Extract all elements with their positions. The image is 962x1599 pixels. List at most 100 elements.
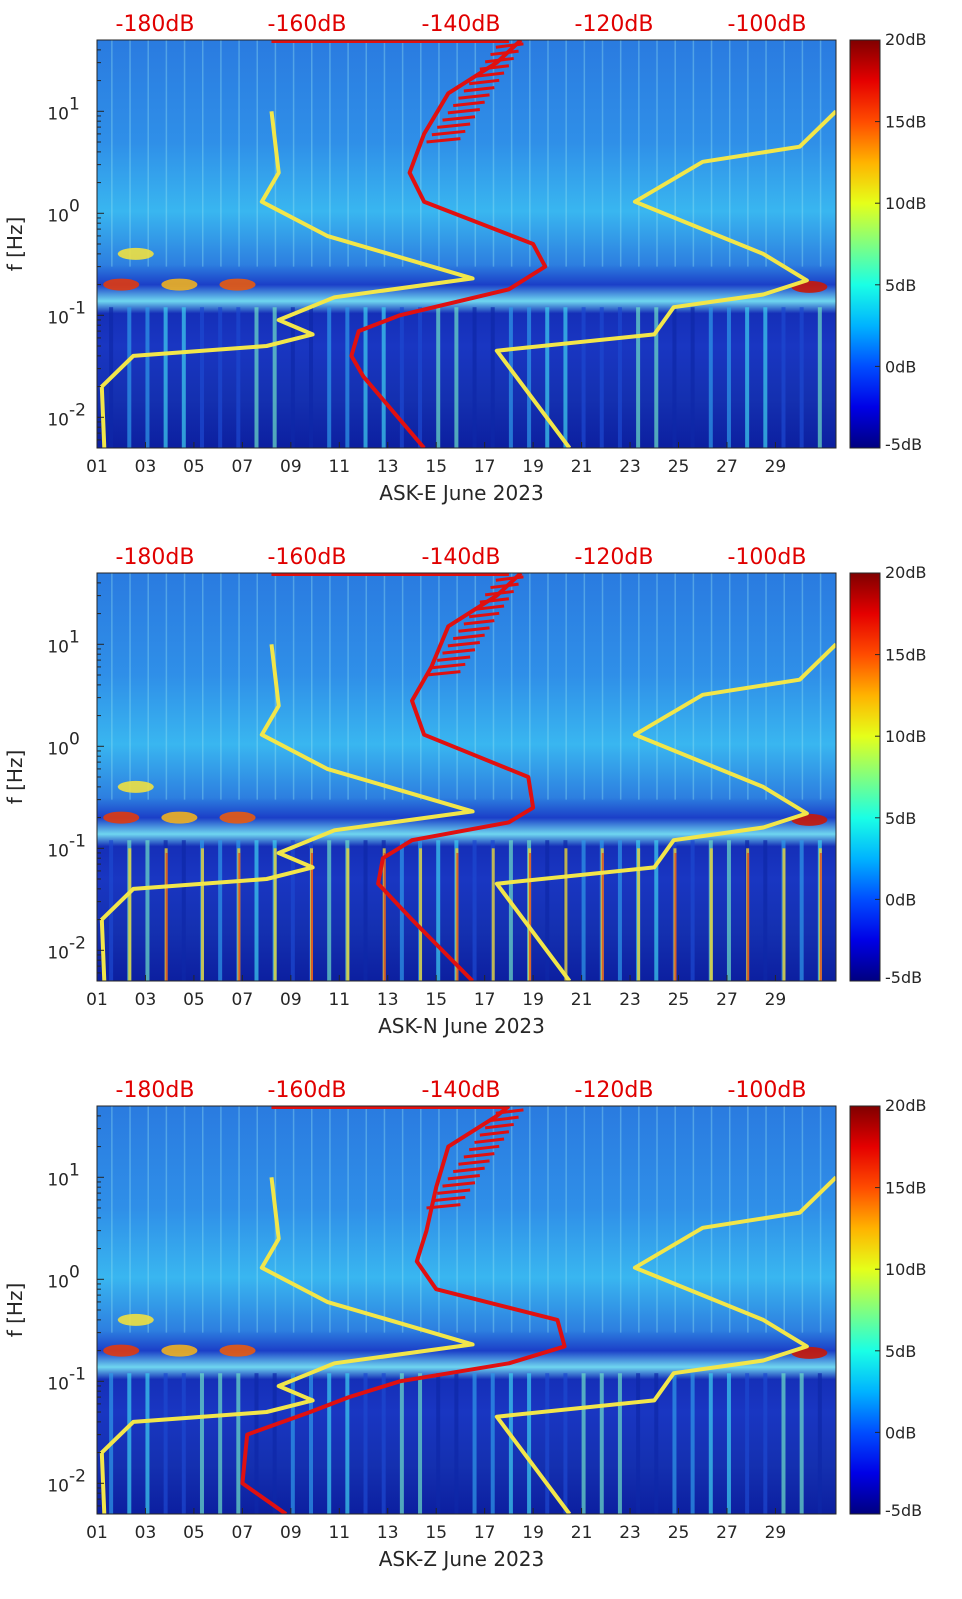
x-tick-label: 29 (765, 990, 787, 1010)
x-tick-label: 25 (668, 1523, 690, 1543)
colorbar-label: 0dB (885, 1423, 916, 1442)
x-tick-label: 29 (765, 457, 787, 477)
top-db-label: -100dB (728, 1078, 807, 1103)
colorbar (849, 572, 881, 982)
median-psd-line (376, 573, 536, 981)
colorbar-label: 0dB (885, 357, 916, 376)
top-db-label: -140dB (422, 545, 501, 570)
spectrogram-background (97, 573, 836, 981)
x-axis-title: ASK-N June 2023 (378, 1014, 545, 1038)
x-tick-label: 01 (86, 990, 108, 1010)
x-tick-label: 23 (619, 990, 641, 1010)
y-tick-label: 10 (47, 1170, 69, 1190)
spectrogram-panel-ask-e: 01 03 05 07 09 11 13 15 17 19 21 23 25 27 29 ASK-E June… (0, 0, 962, 533)
x-tick-label: 11 (328, 1523, 350, 1543)
x-tick-label: 27 (716, 990, 738, 1010)
colorbar-label: 0dB (885, 890, 916, 909)
x-tick-label: 09 (280, 457, 302, 477)
colorbar-label: -5dB (885, 968, 922, 987)
top-db-label: -160dB (268, 545, 347, 570)
colorbar-label: 20dB (885, 30, 927, 49)
y-tick-label: 10 (47, 206, 69, 226)
median-psd-hf-jitter (426, 1108, 524, 1210)
x-tick-label: 11 (328, 990, 350, 1010)
colorbar (849, 39, 881, 449)
x-tick-label: 21 (571, 990, 593, 1010)
y-tick-label: 10 (47, 1272, 69, 1292)
x-tick-label: 01 (86, 1523, 108, 1543)
x-tick-label: 15 (425, 457, 447, 477)
x-tick-label: 05 (183, 1523, 205, 1543)
spectrogram-panel-ask-n: 01 03 05 07 09 11 13 15 17 19 21 23 25 27 29 ASK-N June… (0, 533, 962, 1066)
x-tick-label: 15 (425, 1523, 447, 1543)
top-db-label: -140dB (422, 1078, 501, 1103)
top-db-label: -100dB (728, 12, 807, 37)
spectrogram-plot-area (97, 40, 836, 448)
colorbar-label: 15dB (885, 1179, 927, 1198)
x-tick-label: 03 (135, 1523, 157, 1543)
y-tick-label-exponent: 0 (69, 196, 80, 216)
x-tick-label: 17 (474, 1523, 496, 1543)
y-tick-label-exponent: -1 (69, 1364, 86, 1384)
y-axis-title: f [Hz] (3, 1283, 27, 1338)
colorbar-label: 5dB (885, 276, 916, 295)
y-tick-label-exponent: -1 (69, 831, 86, 851)
y-tick-label: 10 (47, 1476, 69, 1496)
noise-model-low-line (99, 111, 475, 448)
y-tick-label-exponent: -2 (69, 400, 86, 420)
colorbar-label: 5dB (885, 1342, 916, 1361)
y-tick-label: 10 (47, 637, 69, 657)
median-psd-hf-jitter (426, 42, 524, 144)
colorbar (849, 1105, 881, 1515)
x-tick-label: 03 (135, 457, 157, 477)
x-tick-label: 27 (716, 1523, 738, 1543)
y-tick-label: 10 (47, 739, 69, 759)
y-tick-label-exponent: 1 (69, 1160, 80, 1180)
x-tick-label: 21 (571, 457, 593, 477)
x-tick-label: 09 (280, 1523, 302, 1543)
y-tick-label: 10 (47, 104, 69, 124)
spectrogram-panel-ask-z: 01 03 05 07 09 11 13 15 17 19 21 23 25 27 29 ASK-Z June… (0, 1066, 962, 1599)
top-db-label: -140dB (422, 12, 501, 37)
colorbar-label: 15dB (885, 113, 927, 132)
x-tick-label: 29 (765, 1523, 787, 1543)
top-db-label: -100dB (728, 545, 807, 570)
spectrogram-texture (103, 1106, 828, 1514)
y-axis-title: f [Hz] (3, 750, 27, 805)
y-tick-label-exponent: 1 (69, 627, 80, 647)
noise-model-high-line (494, 1175, 836, 1514)
x-tick-label: 09 (280, 990, 302, 1010)
x-tick-label: 23 (619, 1523, 641, 1543)
colorbar-label: -5dB (885, 1501, 922, 1520)
x-tick-label: 19 (522, 990, 544, 1010)
x-tick-label: 13 (377, 990, 399, 1010)
noise-model-high-line (494, 642, 836, 981)
x-tick-label: 13 (377, 1523, 399, 1543)
top-db-label: -160dB (268, 1078, 347, 1103)
x-tick-label: 21 (571, 1523, 593, 1543)
x-tick-label: 19 (522, 457, 544, 477)
top-db-label: -160dB (268, 12, 347, 37)
colorbar-label: 5dB (885, 809, 916, 828)
noise-model-high-line (494, 109, 836, 448)
y-tick-label-exponent: -1 (69, 298, 86, 318)
spectrogram-background (97, 1106, 836, 1514)
x-tick-label: 25 (668, 990, 690, 1010)
colorbar-label: 10dB (885, 194, 927, 213)
x-tick-label: 17 (474, 457, 496, 477)
median-psd-hf-jitter (426, 575, 524, 677)
top-db-label: -180dB (116, 1078, 195, 1103)
y-tick-label-exponent: -2 (69, 1466, 86, 1486)
noise-model-low-line (99, 1177, 475, 1514)
x-tick-label: 17 (474, 990, 496, 1010)
median-psd-line (240, 1106, 567, 1514)
spectrogram-texture (103, 573, 828, 981)
x-tick-label: 07 (232, 1523, 254, 1543)
x-tick-label: 27 (716, 457, 738, 477)
top-db-label: -120dB (575, 12, 654, 37)
y-tick-label-exponent: 0 (69, 1262, 80, 1282)
x-tick-label: 13 (377, 457, 399, 477)
noise-model-low-line (99, 644, 475, 981)
x-axis-title: ASK-E June 2023 (379, 481, 543, 505)
